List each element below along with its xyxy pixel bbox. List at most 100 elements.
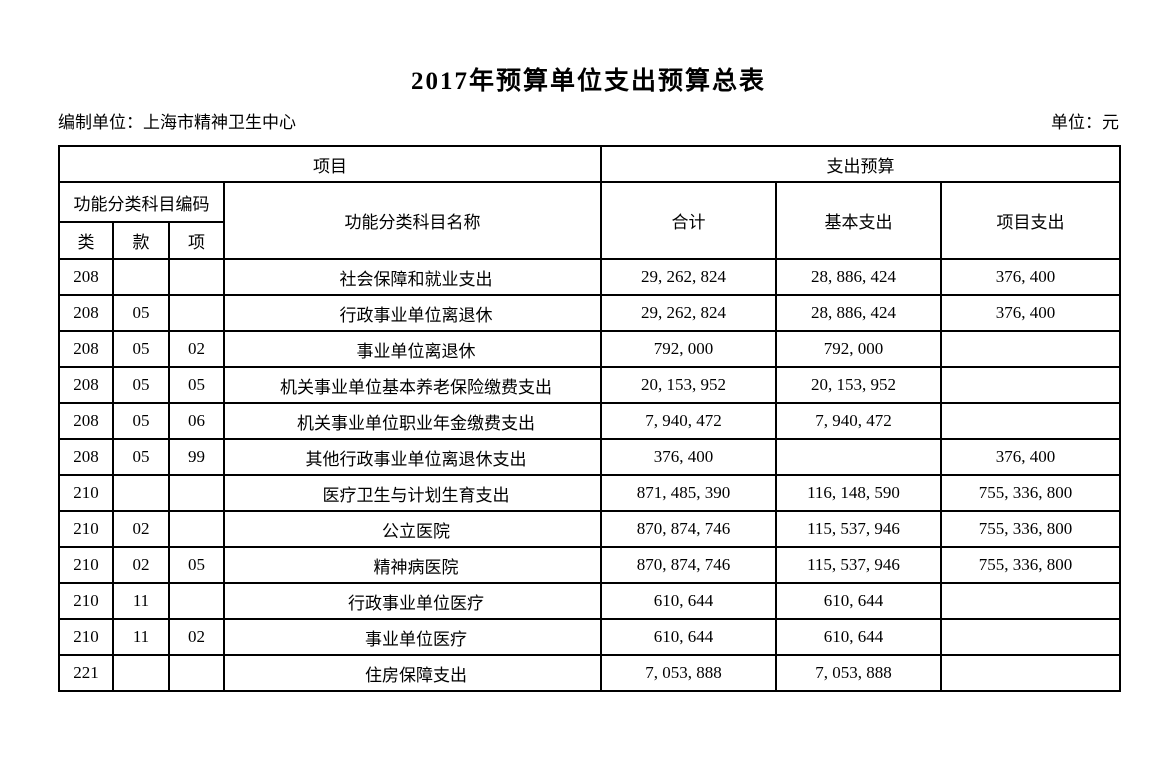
cell-amount-total: 7, 053, 888 [600, 654, 777, 692]
header-func-code-group: 功能分类科目编码 [58, 181, 225, 223]
cell-section-code: 02 [112, 510, 170, 548]
cell-class-code: 208 [58, 402, 114, 440]
cell-item-code [168, 294, 225, 332]
cell-amount-basic: 115, 537, 946 [775, 510, 942, 548]
cell-amount-total: 610, 644 [600, 582, 777, 620]
table-row: 208 社会保障和就业支出 29, 262, 824 28, 886, 424 376,… [58, 258, 1122, 296]
header-row-codes: 类 款 项 [58, 221, 1120, 260]
cell-section-code: 05 [112, 330, 170, 368]
table-row: 210 02 05 精神病医院 870, 874, 746 115, 537, 946 75… [58, 546, 1122, 584]
cell-class-code: 208 [58, 366, 114, 404]
cell-class-code: 210 [58, 582, 114, 620]
table-row: 208 05 99 其他行政事业单位离退休支出 376, 400 376, 400 [58, 438, 1122, 476]
cell-amount-total: 871, 485, 390 [600, 474, 777, 512]
meta-row: 编制单位：上海市精神卫生中心 单位：元 [58, 112, 1119, 134]
cell-item-code [168, 582, 225, 620]
cell-item-code [168, 654, 225, 692]
cell-item-code [168, 474, 225, 512]
cell-amount-project: 376, 400 [939, 438, 1122, 476]
cell-item-code: 02 [168, 618, 225, 656]
cell-class-code: 208 [58, 438, 114, 476]
table-row: 208 05 05 机关事业单位基本养老保险缴费支出 20, 153, 952 20, 1… [58, 366, 1122, 404]
cell-subject-name: 医疗卫生与计划生育支出 [223, 474, 602, 512]
cell-amount-basic: 116, 148, 590 [775, 474, 942, 512]
cell-amount-project: 755, 336, 800 [939, 546, 1122, 584]
table-row: 210 医疗卫生与计划生育支出 871, 485, 390 116, 148, 590… [58, 474, 1122, 512]
cell-amount-total: 7, 940, 472 [600, 402, 777, 440]
cell-section-code: 11 [112, 582, 170, 620]
cell-section-code: 02 [112, 546, 170, 584]
cell-amount-total: 610, 644 [600, 618, 777, 656]
cell-subject-name: 事业单位离退休 [223, 330, 602, 368]
cell-section-code: 11 [112, 618, 170, 656]
cell-section-code [112, 654, 170, 692]
cell-section-code: 05 [112, 402, 170, 440]
cell-amount-project: 755, 336, 800 [939, 474, 1122, 512]
header-project-group: 项目 [58, 145, 602, 183]
cell-item-code: 99 [168, 438, 225, 476]
cell-amount-basic: 115, 537, 946 [775, 546, 942, 584]
cell-amount-basic: 7, 940, 472 [775, 402, 942, 440]
cell-subject-name: 事业单位医疗 [223, 618, 602, 656]
table-row: 208 05 02 事业单位离退休 792, 000 792, 000 [58, 330, 1122, 368]
cell-amount-total: 20, 153, 952 [600, 366, 777, 404]
cell-item-code: 05 [168, 366, 225, 404]
cell-section-code [112, 474, 170, 512]
cell-subject-name: 其他行政事业单位离退休支出 [223, 438, 602, 476]
cell-item-code: 06 [168, 402, 225, 440]
currency-unit-label: 单位：元 [1051, 113, 1119, 132]
cell-amount-basic: 28, 886, 424 [775, 258, 942, 296]
cell-section-code: 05 [112, 438, 170, 476]
cell-amount-project: 376, 400 [939, 258, 1122, 296]
cell-amount-basic [775, 438, 942, 476]
header-row-subgroups: 功能分类科目编码 功能分类科目名称 合计 基本支出 项目支出 [58, 181, 1122, 260]
header-total: 合计 [600, 181, 777, 260]
cell-subject-name: 机关事业单位职业年金缴费支出 [223, 402, 602, 440]
header-basic-expenditure: 基本支出 [775, 181, 942, 260]
cell-amount-basic: 20, 153, 952 [775, 366, 942, 404]
header-code-item: 项 [168, 221, 225, 260]
budget-table: 项目 支出预算 功能分类科目编码 功能分类科目名称 合计 基本支出 项目支出 类… [58, 145, 1122, 692]
header-budget-group: 支出预算 [599, 145, 1122, 183]
table-row: 210 11 行政事业单位医疗 610, 644 610, 644 [58, 582, 1122, 620]
table-row: 208 05 行政事业单位离退休 29, 262, 824 28, 886, 424 37… [58, 294, 1122, 332]
cell-amount-project [939, 582, 1122, 620]
cell-class-code: 210 [58, 510, 114, 548]
cell-subject-name: 行政事业单位离退休 [223, 294, 602, 332]
document-sheet: 2017年预算单位支出预算总表 编制单位：上海市精神卫生中心 单位：元 项目 支… [58, 0, 1122, 692]
cell-class-code: 208 [58, 330, 114, 368]
cell-class-code: 221 [58, 654, 114, 692]
cell-amount-basic: 28, 886, 424 [775, 294, 942, 332]
table-row: 208 05 06 机关事业单位职业年金缴费支出 7, 940, 472 7, 940, … [58, 402, 1122, 440]
cell-subject-name: 公立医院 [223, 510, 602, 548]
cell-amount-basic: 610, 644 [775, 582, 942, 620]
header-func-name: 功能分类科目名称 [223, 181, 602, 260]
cell-class-code: 208 [58, 294, 114, 332]
cell-section-code [112, 258, 170, 296]
cell-class-code: 208 [58, 258, 114, 296]
cell-amount-basic: 792, 000 [775, 330, 942, 368]
cell-class-code: 210 [58, 474, 114, 512]
cell-section-code: 05 [112, 366, 170, 404]
cell-item-code [168, 510, 225, 548]
cell-subject-name: 住房保障支出 [223, 654, 602, 692]
cell-class-code: 210 [58, 546, 114, 584]
table-body: 208 社会保障和就业支出 29, 262, 824 28, 886, 424 376,… [58, 258, 1122, 692]
header-code-class: 类 [58, 221, 114, 260]
header-code-section: 款 [112, 221, 170, 260]
cell-subject-name: 行政事业单位医疗 [223, 582, 602, 620]
table-row: 210 02 公立医院 870, 874, 746 115, 537, 946 755, … [58, 510, 1122, 548]
table-header: 项目 支出预算 功能分类科目编码 功能分类科目名称 合计 基本支出 项目支出 类… [58, 145, 1122, 260]
header-row-groups: 项目 支出预算 [58, 145, 1122, 183]
prepared-by-label: 编制单位：上海市精神卫生中心 [58, 113, 296, 132]
cell-class-code: 210 [58, 618, 114, 656]
table-row: 221 住房保障支出 7, 053, 888 7, 053, 888 [58, 654, 1122, 692]
table-row: 210 11 02 事业单位医疗 610, 644 610, 644 [58, 618, 1122, 656]
cell-amount-project [939, 402, 1122, 440]
cell-amount-total: 29, 262, 824 [600, 294, 777, 332]
cell-amount-project: 376, 400 [939, 294, 1122, 332]
cell-item-code: 02 [168, 330, 225, 368]
page-title: 2017年预算单位支出预算总表 [410, 68, 766, 95]
cell-amount-basic: 610, 644 [775, 618, 942, 656]
cell-subject-name: 社会保障和就业支出 [223, 258, 602, 296]
